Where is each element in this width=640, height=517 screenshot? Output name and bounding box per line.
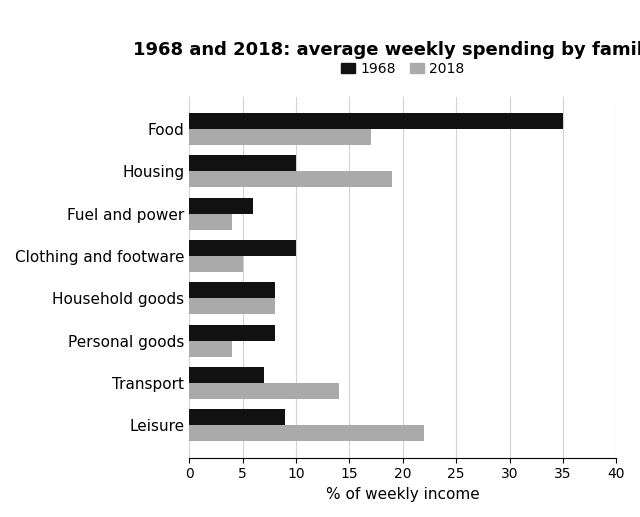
Bar (189, 282, 275, 298)
Bar (189, 383, 339, 399)
Bar (189, 197, 253, 214)
Title: 1968 and 2018: average weekly spending by families: 1968 and 2018: average weekly spending b… (133, 41, 640, 59)
Bar (189, 171, 392, 187)
Bar (189, 425, 424, 442)
Bar (189, 129, 371, 145)
Bar (189, 256, 243, 272)
Bar (189, 155, 296, 171)
Bar (189, 367, 264, 383)
Bar (189, 298, 275, 314)
Bar (189, 409, 285, 425)
Bar (189, 113, 563, 129)
Legend: 1968, 2018: 1968, 2018 (335, 56, 470, 82)
X-axis label: % of weekly income: % of weekly income (326, 487, 480, 502)
Bar (189, 341, 232, 357)
Bar (189, 214, 232, 230)
Bar (189, 325, 275, 341)
Bar (189, 240, 296, 256)
